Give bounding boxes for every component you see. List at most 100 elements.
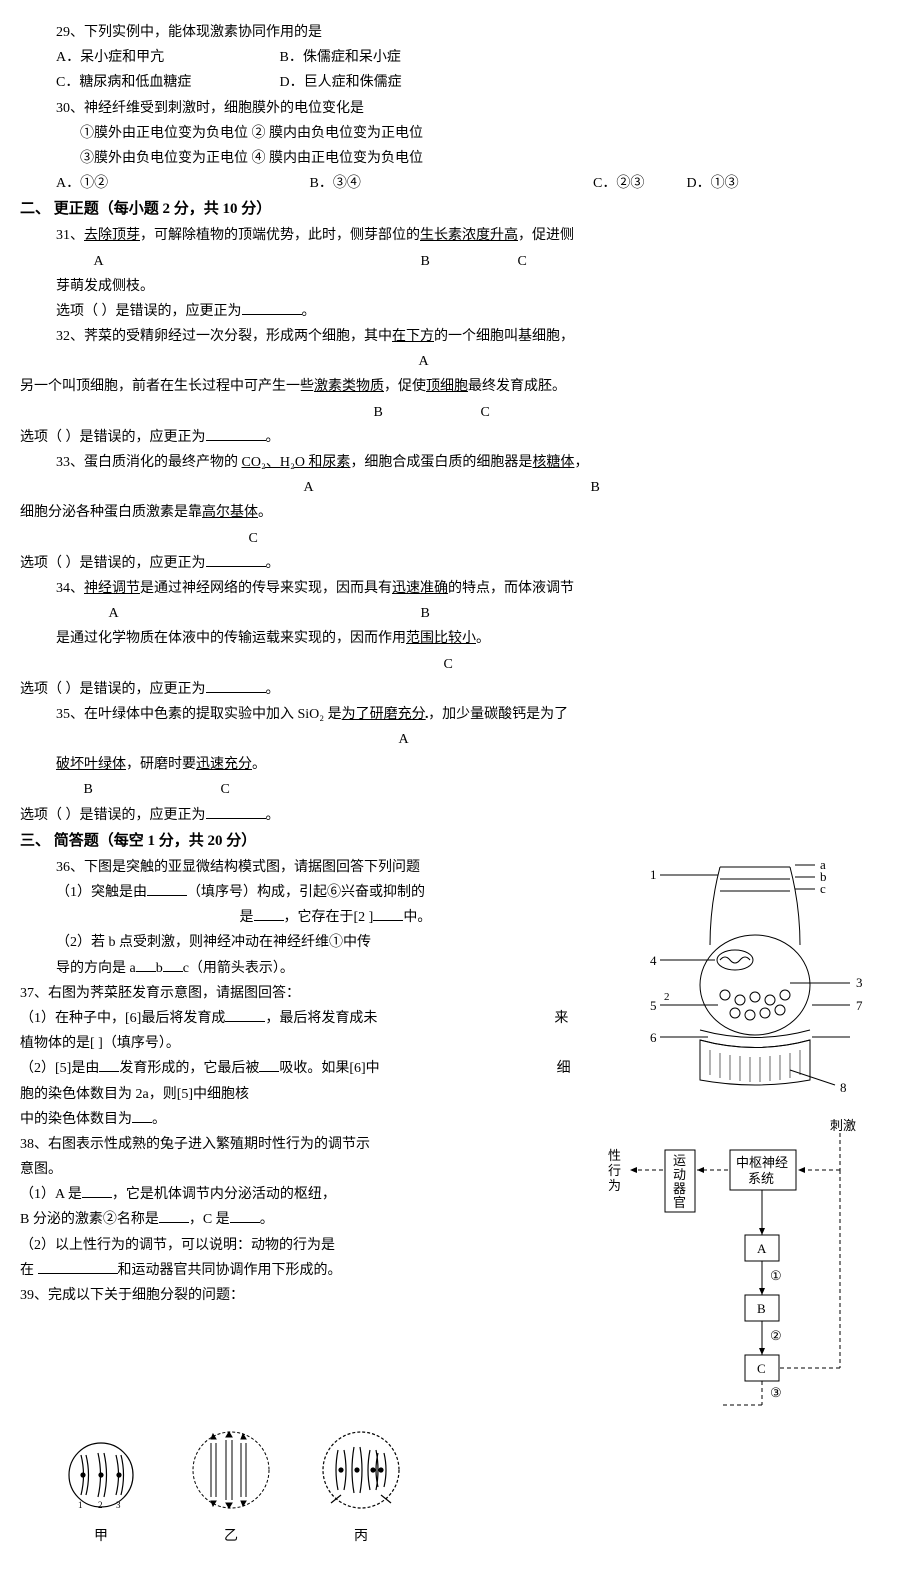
- stim-label: 刺激: [830, 1118, 856, 1133]
- q37-p1-a: （1）在种子中，[6]最后将发育成: [20, 1011, 225, 1026]
- q37-p2-b: 发育形成的，它最后被: [119, 1061, 259, 1076]
- motor-1: 运: [673, 1153, 686, 1168]
- q36-blank5[interactable]: [163, 957, 183, 972]
- q37-p2-c: 吸收。如果[6]中: [279, 1061, 379, 1076]
- q30-stem: 30、神经纤维受到刺激时，细胞膜外的电位变化是: [20, 96, 900, 121]
- q32-l2-mid: ，促使: [384, 379, 426, 394]
- q32-blank[interactable]: [206, 426, 266, 441]
- q30-choice-d[interactable]: D．①③: [687, 176, 739, 191]
- q36-p1-b: （填序号）构成，引起⑥兴奋或抑制的: [187, 885, 425, 900]
- q30-choice-b[interactable]: B．③④: [310, 171, 590, 196]
- q34-l1-pre: 34、: [56, 581, 84, 596]
- q38-p2-b: ，C 是: [189, 1212, 230, 1227]
- q37-p2-a: （2）[5]是由: [20, 1061, 99, 1076]
- jia-label: 甲: [56, 1524, 146, 1549]
- q31-blank[interactable]: [242, 300, 302, 315]
- q35-l2-mid: ，研磨时要: [126, 757, 196, 772]
- q31-l1-pre: 31、: [56, 228, 84, 243]
- q37-p3-a: 中的染色体数目为: [20, 1112, 132, 1127]
- q34-blank[interactable]: [206, 678, 266, 693]
- q29-stem: 29、下列实例中，能体现激素协同作用的是: [20, 20, 900, 45]
- q33-markers-ab: A B: [20, 475, 900, 500]
- q32-ans-post: 。: [266, 430, 280, 445]
- q36-p2-b: 导的方向是 a: [56, 961, 136, 976]
- q38-blank4[interactable]: [38, 1259, 118, 1274]
- label-3: 3: [856, 975, 863, 990]
- q30-choice-a[interactable]: A．①②: [56, 171, 306, 196]
- cell-fig-yi: 乙: [186, 1425, 276, 1549]
- q34-answer: 选项（ ）是错误的，应更正为。: [20, 677, 900, 702]
- q34-l1-mid: 是通过神经网络的传导来实现，因而具有: [140, 581, 392, 596]
- q32-mark-c: C: [481, 400, 501, 425]
- label-8: 8: [840, 1080, 847, 1095]
- q32-line2: 另一个叫顶细胞，前者在生长过程中可产生一些激素类物质，促使顶细胞最终发育成胚。: [20, 374, 900, 399]
- q33-l1-u1: CO₂、H₂O 和尿素: [242, 455, 351, 470]
- q34-mark-c: C: [444, 652, 464, 677]
- q34-line2: 是通过化学物质在体液中的传输运载来实现的，因而作用范围比较小。: [20, 626, 900, 651]
- label-7: 7: [856, 998, 863, 1013]
- q34-line1: 34、神经调节是通过神经网络的传导来实现，因而具有迅速准确的特点，而体液调节: [20, 576, 900, 601]
- q32-l2-u1: 激素类物质: [314, 379, 384, 394]
- jia-n2: 2: [98, 1500, 103, 1510]
- q36-p2-d: c（用箭头表示）。: [183, 961, 294, 976]
- box-c: C: [757, 1361, 766, 1376]
- label-1: 1: [650, 867, 657, 882]
- q30-choice-c[interactable]: C．②③: [593, 171, 683, 196]
- q34-markers-ab: A B: [20, 601, 900, 626]
- q34-l2-u1: 范围比较小: [406, 631, 476, 646]
- cns-2: 系统: [748, 1171, 774, 1186]
- q37-blank2[interactable]: [99, 1057, 119, 1072]
- q32-l1-post: 的一个细胞叫基细胞，: [434, 329, 574, 344]
- q33-line1: 33、蛋白质消化的最终产物的 CO₂、H₂O 和尿素，细胞合成蛋白质的细胞器是核…: [20, 450, 900, 475]
- q29-choice-a[interactable]: A．呆小症和甲亢: [56, 45, 276, 70]
- q31-answer: 选项（ ）是错误的，应更正为。: [20, 299, 900, 324]
- q35-blank[interactable]: [206, 804, 266, 819]
- q32-answer: 选项（ ）是错误的，应更正为。: [20, 425, 900, 450]
- q35-l2-u2: 迅速充分: [196, 757, 252, 772]
- cns-1: 中枢神经: [736, 1155, 788, 1170]
- jia-n1: 1: [78, 1500, 83, 1510]
- q36-blank1[interactable]: [147, 881, 187, 896]
- q38-blank3[interactable]: [230, 1208, 260, 1223]
- q37-blank3[interactable]: [259, 1057, 279, 1072]
- motor-3: 器: [673, 1181, 686, 1196]
- q39-figures: 1 2 3 甲 乙: [20, 1425, 900, 1549]
- num-1: ①: [770, 1268, 782, 1283]
- q35-line2: 破坏叶绿体，研磨时要迅速充分。: [20, 752, 900, 777]
- right-diagram-band: 1 a b c 4 3 5 7 6 8 2 刺激: [590, 855, 900, 1425]
- label-4: 4: [650, 953, 657, 968]
- label-c: c: [820, 881, 826, 896]
- q38-blank1[interactable]: [82, 1183, 112, 1198]
- q32-l1-u1: 在下方: [392, 329, 434, 344]
- q35-l1-u1: 为了研磨充分: [342, 707, 426, 722]
- q38-blank2[interactable]: [159, 1208, 189, 1223]
- label-2: 2: [664, 991, 670, 1003]
- q34-l2-pre: 是通过化学物质在体液中的传输运载来实现的，因而作用: [56, 631, 406, 646]
- q38-p2-c: 。: [260, 1212, 274, 1227]
- q34-marker-c-row: C: [20, 652, 900, 677]
- q33-l2-u1: 高尔基体: [202, 505, 258, 520]
- q37-blank4[interactable]: [132, 1108, 152, 1123]
- q36-p2-a: （2）若 b 点受刺激，则神经冲动在神经纤维①中传: [56, 935, 371, 950]
- q35-ans-post: 。: [266, 808, 280, 823]
- q36-blank2[interactable]: [254, 906, 284, 921]
- q35-l1-post: ，加少量碳酸钙是为了: [428, 707, 568, 722]
- q35-markers-bc: B C: [20, 777, 900, 802]
- q33-blank[interactable]: [206, 552, 266, 567]
- q32-l2-post: 最终发育成胚。: [468, 379, 566, 394]
- q33-l1-pre: 33、蛋白质消化的最终产物的: [56, 455, 242, 470]
- q37-blank1[interactable]: [225, 1007, 265, 1022]
- q29-choices-row1: A．呆小症和甲亢 B．侏儒症和呆小症: [20, 45, 900, 70]
- q38-p4-b: 和运动器官共同协调作用下形成的。: [118, 1263, 342, 1278]
- q31-line1: 31、去除顶芽，可解除植物的顶端优势，此时，侧芽部位的生长素浓度升高，促进侧: [20, 223, 900, 248]
- q33-l2-post: 。: [258, 505, 272, 520]
- q29-choice-d[interactable]: D．巨人症和侏儒症: [280, 75, 402, 90]
- q36-blank3[interactable]: [373, 906, 403, 921]
- q33-line2: 细胞分泌各种蛋白质激素是靠高尔基体。: [20, 500, 900, 525]
- q34-mark-a: A: [109, 601, 129, 626]
- q29-choices-row2: C．糖尿病和低血糖症 D．巨人症和侏儒症: [20, 70, 900, 95]
- q36-blank4[interactable]: [136, 957, 156, 972]
- q29-choice-b[interactable]: B．侏儒症和呆小症: [280, 50, 401, 65]
- q29-choice-c[interactable]: C．糖尿病和低血糖症: [56, 70, 276, 95]
- jia-n3: 3: [116, 1500, 121, 1510]
